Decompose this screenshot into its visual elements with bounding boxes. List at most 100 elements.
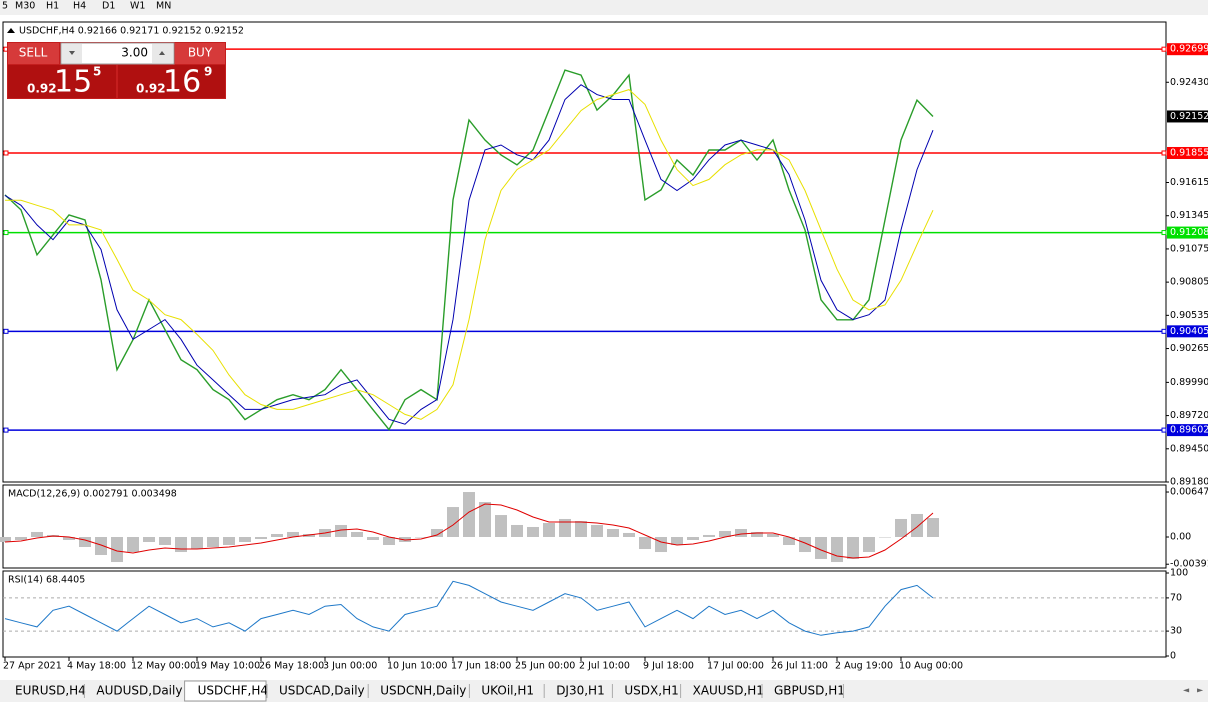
x-tick-label: 2 Jul 10:00: [579, 661, 630, 672]
sell-button[interactable]: [8, 43, 59, 64]
histogram-bar: [15, 536, 27, 540]
tab-bar: [0, 680, 1208, 702]
histogram-bar: [831, 536, 843, 563]
level-handle: [3, 328, 9, 334]
timeframe-button[interactable]: W1: [130, 1, 145, 12]
y-tick-label: 0.89450: [1170, 443, 1208, 454]
x-tick-label: 4 May 18:00: [67, 661, 126, 672]
current-price: 0.92152: [1170, 111, 1208, 122]
x-tick-label: 27 Apr 2021: [3, 661, 62, 672]
histogram-bar: [447, 507, 459, 537]
level-label: 0.91208: [1170, 227, 1208, 238]
x-tick-label: 12 May 00:00: [131, 661, 196, 672]
level-handle: [3, 427, 9, 433]
histogram-bar: [223, 536, 235, 545]
timeframe-button[interactable]: D1: [102, 1, 115, 12]
timeframe-button[interactable]: 5: [2, 1, 8, 12]
level-label-bg: [1167, 424, 1208, 437]
histogram-bar: [0, 536, 11, 543]
macd-panel: [2, 484, 1167, 569]
y-tick-label: 0.92430: [1170, 77, 1208, 88]
level-handle: [1161, 46, 1167, 52]
bid-frac: 5: [93, 65, 101, 79]
ask-box[interactable]: [118, 65, 225, 98]
histogram-bar: [783, 536, 795, 545]
histogram-bar: [255, 536, 267, 540]
tab[interactable]: UKOil,H1: [481, 684, 534, 698]
tab[interactable]: USDCHF,H4: [198, 684, 268, 698]
histogram-bar: [671, 536, 683, 545]
histogram-bar: [95, 536, 107, 556]
lot-field[interactable]: [60, 42, 175, 65]
histogram-bar: [559, 518, 571, 537]
x-tick-label: 17 Jun 18:00: [451, 661, 511, 672]
tab[interactable]: USDCAD,Daily: [279, 684, 365, 698]
tab[interactable]: GBPUSD,H1: [774, 684, 845, 698]
sell-label[interactable]: SELL: [19, 46, 48, 60]
level-handle: [1161, 150, 1167, 156]
ask-pips: 16: [163, 65, 201, 100]
tab[interactable]: EURUSD,H4: [15, 684, 86, 698]
histogram-bar: [847, 536, 859, 559]
down-arrow: [69, 51, 75, 55]
series-line: [4, 503, 934, 559]
x-tick-label: 2 Aug 19:00: [835, 661, 893, 672]
collapse-icon: [7, 28, 15, 33]
tab[interactable]: AUDUSD,Daily: [96, 684, 182, 698]
level-label: 0.89602: [1170, 425, 1208, 436]
tab[interactable]: XAUUSD,H1: [693, 684, 764, 698]
scroll-right[interactable]: ►: [1197, 686, 1204, 695]
histogram-bar: [127, 536, 139, 553]
histogram-bar: [367, 536, 379, 540]
level-handle: [1161, 427, 1167, 433]
histogram-bar: [511, 524, 523, 537]
level-handle: [3, 230, 9, 236]
histogram-bar: [335, 524, 347, 537]
y-tick-label: 0.91345: [1170, 210, 1208, 221]
y-tick-label: -0.003916: [1170, 559, 1208, 570]
timeframe-button[interactable]: MN: [156, 1, 171, 12]
panel-title: RSI(14) 68.4405: [8, 575, 85, 586]
level-label-bg: [1167, 226, 1208, 239]
histogram-bar: [287, 531, 299, 537]
scroll-left[interactable]: ◄: [1183, 686, 1190, 695]
timeframe-button[interactable]: M30: [15, 1, 35, 12]
buy-label[interactable]: BUY: [188, 46, 213, 60]
y-tick-label: 0.00: [1170, 531, 1191, 542]
histogram-bar: [159, 536, 171, 545]
x-tick-label: 3 Jun 00:00: [323, 661, 377, 672]
histogram-bar: [431, 529, 443, 537]
level-label-bg: [1167, 146, 1208, 159]
histogram-bar: [111, 536, 123, 563]
histogram-bar: [719, 531, 731, 537]
bid-pips: 15: [54, 65, 92, 100]
buy-button[interactable]: [175, 43, 225, 64]
histogram-bar: [79, 536, 91, 548]
tab[interactable]: USDCNH,Daily: [380, 684, 466, 698]
histogram-bar: [175, 536, 187, 553]
lot-value[interactable]: 3.00: [121, 46, 148, 60]
x-tick-label: 17 Jul 00:00: [707, 661, 764, 672]
histogram-bar: [895, 518, 907, 537]
tab[interactable]: DJ30,H1: [556, 684, 605, 698]
histogram-bar: [31, 531, 43, 537]
histogram-bar: [879, 536, 891, 538]
timeframe-button[interactable]: H1: [46, 1, 59, 12]
histogram-bar: [191, 536, 203, 550]
series-line: [5, 89, 934, 420]
histogram-bar: [495, 515, 507, 537]
histogram-bar: [767, 534, 779, 537]
level-label-bg: [1167, 325, 1208, 338]
price-label-bg: [1167, 110, 1208, 123]
price-panel: [2, 21, 1167, 483]
histogram-bar: [863, 536, 875, 553]
timeframe-button[interactable]: H4: [73, 1, 86, 12]
panel-title: USDCHF,H4 0.92166 0.92171 0.92152 0.9215…: [19, 26, 244, 37]
y-tick-label: 0.91615: [1170, 177, 1208, 188]
histogram-bar: [543, 523, 555, 537]
bid-box[interactable]: [8, 65, 116, 98]
tab[interactable]: USDX,H1: [624, 684, 678, 698]
histogram-bar: [639, 536, 651, 550]
histogram-bar: [383, 536, 395, 545]
histogram-bar: [927, 518, 939, 537]
